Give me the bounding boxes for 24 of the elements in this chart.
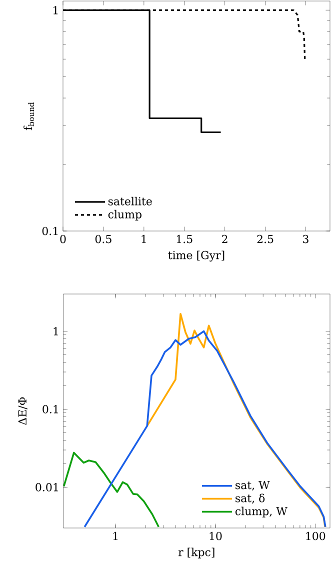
y-tick-label: 1 (54, 327, 58, 336)
x-tick-label: 1 (142, 234, 146, 244)
x-tick-label: 0.5 (95, 234, 112, 244)
x-tick-label: 0 (60, 234, 66, 244)
x-tick-label: 3 (303, 234, 308, 244)
y-axis-title: ΔE/Φ (18, 397, 28, 425)
x-tick-label: 10 (210, 532, 222, 540)
legend-label: clump, W (235, 506, 288, 518)
x-tick-label: 100 (306, 532, 326, 540)
y-axis-title: f$_{bound}$ (24, 102, 34, 130)
legend-label: sat, δ (236, 494, 265, 504)
legend-label: sat, W (236, 481, 270, 491)
y-tick-label: 0.1 (42, 226, 58, 236)
x-axis-title: r [kpc] (178, 548, 214, 558)
x-axis-title: time [Gyr] (168, 250, 224, 262)
y-tick-label: 0.1 (42, 405, 58, 414)
x-tick-label: 1 (113, 532, 118, 540)
x-tick-label: 2 (222, 234, 228, 244)
x-tick-label: 2.5 (257, 234, 274, 244)
y-tick-label: 1 (53, 6, 58, 14)
y-tick-label: 0.01 (36, 483, 58, 492)
x-tick-label: 1.5 (176, 234, 192, 244)
legend-label: satellite (108, 196, 152, 206)
legend-label: clump (108, 210, 142, 221)
